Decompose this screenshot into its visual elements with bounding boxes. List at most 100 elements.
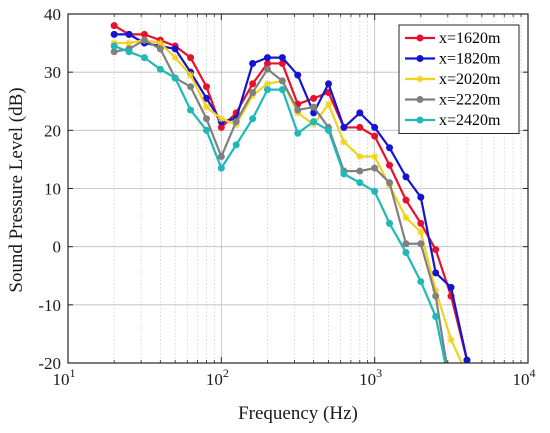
data-point: [202, 126, 210, 134]
x-tick-label: 103: [359, 366, 382, 389]
data-point: [447, 336, 455, 344]
legend-label: x=2220m: [439, 92, 501, 109]
data-point: [187, 54, 195, 62]
data-point: [356, 179, 364, 187]
x-tick-label: 102: [206, 366, 229, 389]
data-point: [386, 161, 394, 169]
x-tick-label: 104: [513, 366, 536, 389]
data-point: [202, 83, 210, 91]
legend-entry: x=1620m: [405, 30, 501, 47]
y-tick-label: 10: [44, 180, 61, 199]
series-4: [110, 42, 447, 363]
legend-label: x=1620m: [439, 30, 501, 47]
marker-stroke: [218, 115, 225, 122]
legend-marker: [416, 75, 424, 83]
data-point: [156, 65, 164, 73]
data-point: [432, 292, 440, 300]
data-point: [417, 228, 425, 236]
marker-stroke: [340, 138, 347, 145]
data-point: [249, 115, 257, 123]
data-point: [371, 164, 379, 172]
data-point: [371, 152, 379, 161]
legend-entry: x=1820m: [405, 51, 501, 68]
marker-stroke: [356, 153, 363, 160]
y-tick-label: -10: [38, 296, 61, 315]
data-point: [110, 42, 118, 50]
data-point: [294, 71, 302, 79]
data-point: [110, 30, 118, 38]
legend-entry: x=2020m: [405, 71, 501, 88]
data-point: [356, 123, 364, 131]
marker-stroke: [371, 153, 378, 160]
legend-entry: x=2420m: [405, 112, 501, 129]
y-tick-label: -20: [38, 354, 61, 373]
marker-stroke: [325, 101, 332, 108]
data-point: [417, 240, 425, 248]
data-point: [340, 138, 348, 146]
marker-stroke: [187, 72, 194, 79]
legend-marker: [416, 116, 424, 124]
data-point: [249, 89, 257, 97]
data-point: [432, 312, 440, 320]
data-point: [310, 103, 318, 111]
data-point: [371, 123, 379, 131]
data-point: [356, 152, 364, 161]
marker-stroke: [126, 40, 133, 47]
data-point: [186, 71, 195, 79]
data-point: [278, 86, 286, 94]
data-point: [171, 45, 179, 53]
data-point: [371, 132, 379, 140]
data-point: [340, 170, 348, 178]
data-point: [140, 30, 148, 38]
data-point: [263, 65, 271, 73]
data-point: [432, 246, 440, 254]
data-point: [371, 187, 379, 195]
marker-stroke: [417, 229, 424, 236]
x-axis-label: Frequency (Hz): [238, 403, 358, 424]
data-point: [417, 278, 425, 286]
y-tick-label: 0: [53, 238, 62, 257]
data-point: [294, 106, 302, 114]
data-point: [324, 100, 333, 108]
data-point: [171, 54, 179, 62]
data-point: [263, 86, 271, 94]
data-point: [110, 22, 118, 30]
marker-stroke: [402, 214, 409, 221]
data-point: [402, 196, 410, 204]
data-point: [417, 219, 425, 227]
data-point: [310, 118, 318, 126]
data-point: [417, 193, 425, 201]
marker-stroke: [416, 75, 424, 83]
legend-entry: x=2220m: [405, 92, 501, 109]
data-point: [202, 103, 211, 111]
data-point: [217, 153, 225, 161]
data-point: [232, 141, 240, 149]
data-point: [202, 115, 210, 123]
y-tick-label: 40: [44, 5, 61, 24]
y-tick-label: 20: [44, 121, 61, 140]
legend-label: x=1820m: [439, 51, 501, 68]
legend: x=1620m x=1820m x=2020m x=2220m x=2420m: [398, 24, 520, 134]
data-point: [356, 109, 364, 117]
legend-marker: [416, 96, 424, 103]
data-point: [217, 115, 225, 123]
data-point: [263, 54, 271, 62]
data-point: [447, 283, 455, 291]
data-point: [156, 45, 164, 53]
data-point: [402, 173, 410, 181]
legend-marker: [416, 55, 424, 62]
data-point: [140, 36, 148, 44]
series-group: [110, 22, 471, 363]
data-point: [310, 94, 318, 102]
marker-stroke: [172, 54, 179, 61]
data-point: [402, 213, 410, 222]
data-point: [125, 48, 133, 56]
data-point: [356, 167, 364, 175]
x-tick-label: 101: [53, 366, 76, 389]
data-point: [217, 164, 225, 172]
data-point: [125, 30, 133, 38]
data-point: [386, 144, 394, 152]
data-point: [278, 77, 286, 85]
data-point: [171, 74, 179, 82]
